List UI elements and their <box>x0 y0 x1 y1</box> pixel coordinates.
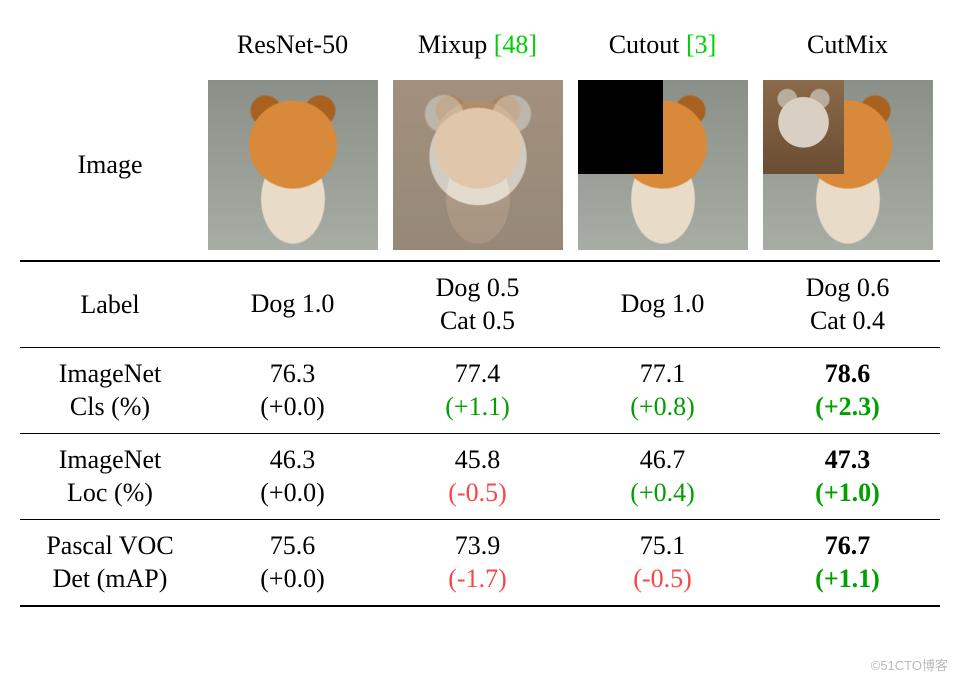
col-header-cutout: Cutout [3] <box>570 20 755 70</box>
label-row: Label Dog 1.0 Dog 0.5Cat 0.5 Dog 1.0 Dog… <box>20 261 940 348</box>
col-title: Cutout <box>609 30 680 59</box>
cls-cutout: 77.1(+0.8) <box>570 348 755 434</box>
sample-image-cutmix <box>763 80 933 250</box>
label-cutmix: Dog 0.6Cat 0.4 <box>755 261 940 348</box>
cls-cutmix: 78.6(+2.3) <box>755 348 940 434</box>
row-label-loc: ImageNetLoc (%) <box>20 434 200 520</box>
comparison-table: ResNet-50 Mixup [48] Cutout [3] CutMix I… <box>20 20 940 607</box>
row-label-det: Pascal VOCDet (mAP) <box>20 520 200 607</box>
col-title: Mixup <box>418 30 487 59</box>
citation: [3] <box>686 30 716 59</box>
cutout-patch <box>578 80 663 174</box>
label-mixup: Dog 0.5Cat 0.5 <box>385 261 570 348</box>
row-label-label: Label <box>20 261 200 348</box>
label-cutout: Dog 1.0 <box>570 261 755 348</box>
cls-mixup: 77.4(+1.1) <box>385 348 570 434</box>
cls-resnet50: 76.3(+0.0) <box>200 348 385 434</box>
header-row: ResNet-50 Mixup [48] Cutout [3] CutMix <box>20 20 940 70</box>
det-cutout: 75.1(-0.5) <box>570 520 755 607</box>
sample-image-cutout <box>578 80 748 250</box>
loc-cutmix: 47.3(+1.0) <box>755 434 940 520</box>
row-label-cls: ImageNetCls (%) <box>20 348 200 434</box>
sample-image-resnet50 <box>208 80 378 250</box>
citation: [48] <box>494 30 537 59</box>
col-title: CutMix <box>807 30 888 59</box>
loc-cutout: 46.7(+0.4) <box>570 434 755 520</box>
det-cutmix: 76.7(+1.1) <box>755 520 940 607</box>
col-header-mixup: Mixup [48] <box>385 20 570 70</box>
col-title: ResNet-50 <box>237 30 348 59</box>
loc-resnet50: 46.3(+0.0) <box>200 434 385 520</box>
metric-row-det: Pascal VOCDet (mAP) 75.6(+0.0) 73.9(-1.7… <box>20 520 940 607</box>
col-header-cutmix: CutMix <box>755 20 940 70</box>
cutmix-patch <box>763 80 845 174</box>
sample-image-mixup <box>393 80 563 250</box>
metric-row-cls: ImageNetCls (%) 76.3(+0.0) 77.4(+1.1) 77… <box>20 348 940 434</box>
row-label-image: Image <box>20 70 200 261</box>
image-row: Image <box>20 70 940 261</box>
watermark: ©51CTO博客 <box>871 655 948 674</box>
col-header-resnet50: ResNet-50 <box>200 20 385 70</box>
label-resnet50: Dog 1.0 <box>200 261 385 348</box>
loc-mixup: 45.8(-0.5) <box>385 434 570 520</box>
det-mixup: 73.9(-1.7) <box>385 520 570 607</box>
metric-row-loc: ImageNetLoc (%) 46.3(+0.0) 45.8(-0.5) 46… <box>20 434 940 520</box>
det-resnet50: 75.6(+0.0) <box>200 520 385 607</box>
